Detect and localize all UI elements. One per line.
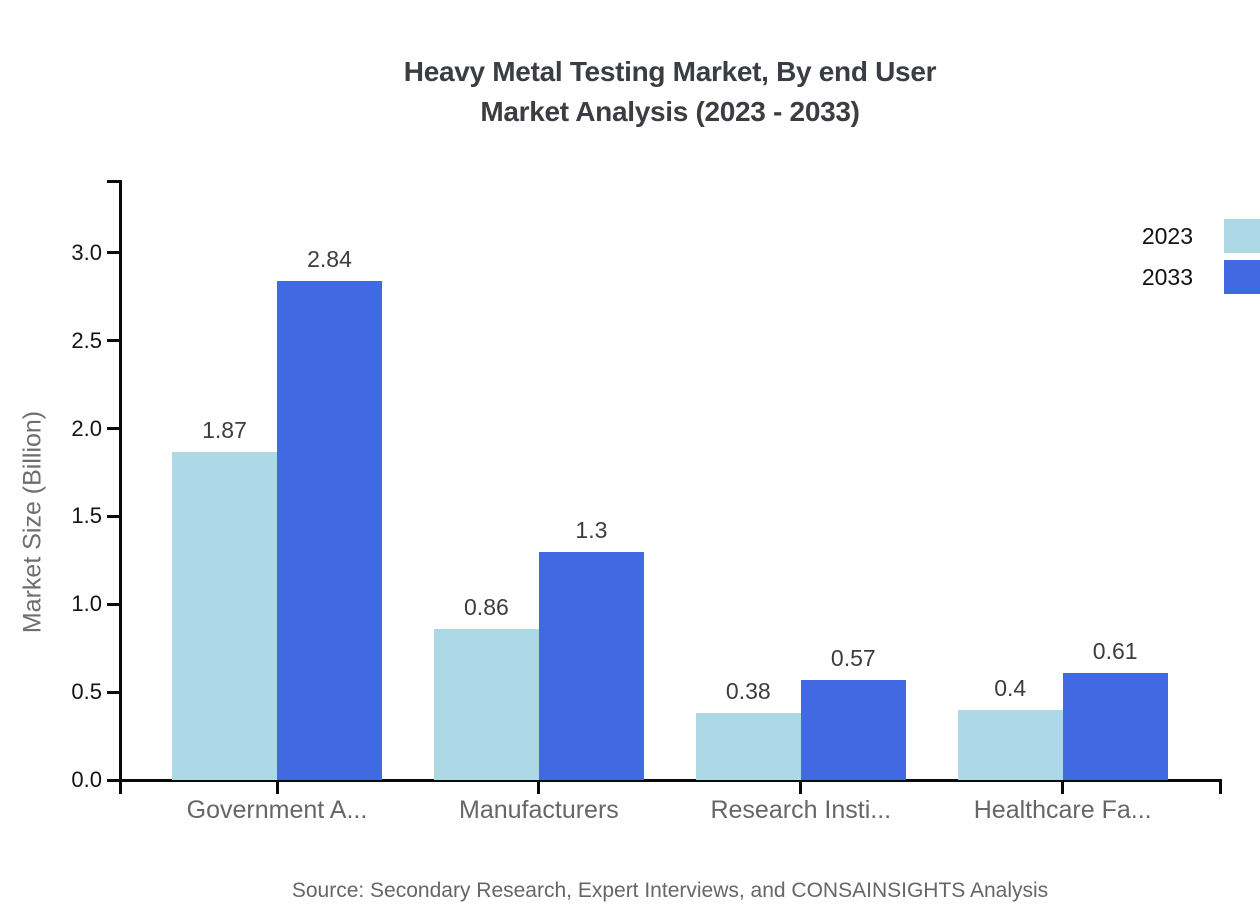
value-label-2033-government-a: 2.84 bbox=[307, 246, 352, 273]
legend-swatch-2023 bbox=[1224, 219, 1260, 253]
bar-2023-research-insti[interactable] bbox=[695, 713, 801, 780]
bar-2033-research-insti[interactable] bbox=[800, 679, 906, 780]
x-axis-left-cap bbox=[119, 781, 122, 794]
y-axis-line bbox=[119, 180, 122, 781]
chart-title-line1: Heavy Metal Testing Market, By end User bbox=[403, 56, 937, 87]
bar-2033-healthcare-fa[interactable] bbox=[1062, 672, 1168, 780]
y-tick-label: 1.5 bbox=[71, 503, 102, 529]
y-tick bbox=[107, 339, 119, 343]
legend: 2023 2033 bbox=[1142, 219, 1260, 301]
chart-title: Heavy Metal Testing Market, By end User … bbox=[80, 52, 1260, 132]
x-tick-manufacturers bbox=[537, 781, 541, 794]
x-tick-healthcare-fa bbox=[1061, 781, 1065, 794]
y-tick-label: 0.0 bbox=[71, 767, 102, 792]
y-tick-label: 3.0 bbox=[71, 239, 102, 265]
y-tick-label: 0.5 bbox=[71, 679, 102, 705]
bar-2033-manufacturers[interactable] bbox=[538, 551, 644, 780]
category-label-research-insti: Research Insti... bbox=[710, 796, 892, 824]
category-label-government-a: Government A... bbox=[186, 796, 368, 824]
legend-swatch-2033 bbox=[1224, 260, 1260, 294]
category-label-manufacturers: Manufacturers bbox=[458, 796, 619, 824]
legend-label-2033: 2033 bbox=[1141, 263, 1193, 290]
value-label-2033-research-insti: 0.57 bbox=[830, 644, 876, 671]
chart-title-line2: Market Analysis (2023 - 2033) bbox=[480, 96, 860, 127]
y-tick bbox=[107, 778, 119, 782]
value-label-2033-manufacturers: 1.3 bbox=[575, 516, 608, 543]
x-tick-research-insti bbox=[799, 781, 803, 794]
bar-2023-healthcare-fa[interactable] bbox=[957, 709, 1063, 780]
y-tick bbox=[107, 251, 119, 255]
value-label-2023-research-insti: 0.38 bbox=[725, 678, 771, 705]
bar-2033-government-a[interactable] bbox=[277, 281, 382, 780]
x-axis-line bbox=[119, 779, 1222, 782]
y-axis-end-cap bbox=[107, 180, 119, 183]
y-tick bbox=[107, 427, 119, 431]
value-label-2023-manufacturers: 0.86 bbox=[464, 593, 509, 620]
legend-item-2033[interactable]: 2033 bbox=[1142, 260, 1260, 294]
plot-area: 0.0 0.5 1.0 1.5 2.0 2.5 3.0 1.87 2.84 0.86 1.3 0.3… bbox=[71, 180, 1222, 824]
x-tick-government-a bbox=[275, 781, 279, 794]
y-axis-title: Market Size (Billion) bbox=[18, 410, 47, 634]
legend-item-2023[interactable]: 2023 bbox=[1142, 219, 1260, 253]
y-tick-label: 1.0 bbox=[71, 591, 102, 617]
value-label-2023-healthcare-fa: 0.4 bbox=[994, 674, 1027, 701]
y-tick-label: 2.0 bbox=[71, 415, 102, 441]
y-tick bbox=[107, 690, 119, 694]
y-tick bbox=[107, 514, 119, 518]
y-tick bbox=[107, 602, 119, 606]
bar-2023-manufacturers[interactable] bbox=[433, 628, 539, 780]
source-note: Source: Secondary Research, Expert Inter… bbox=[291, 879, 1049, 902]
value-label-2023-government-a: 1.87 bbox=[202, 416, 247, 443]
y-tick-label: 2.5 bbox=[71, 327, 102, 353]
category-label-healthcare-fa: Healthcare Fa... bbox=[973, 796, 1152, 824]
bar-2023-government-a[interactable] bbox=[172, 451, 277, 780]
x-axis-right-cap bbox=[1219, 781, 1222, 794]
legend-label-2023: 2023 bbox=[1141, 222, 1193, 249]
value-label-2033-healthcare-fa: 0.61 bbox=[1092, 637, 1138, 664]
